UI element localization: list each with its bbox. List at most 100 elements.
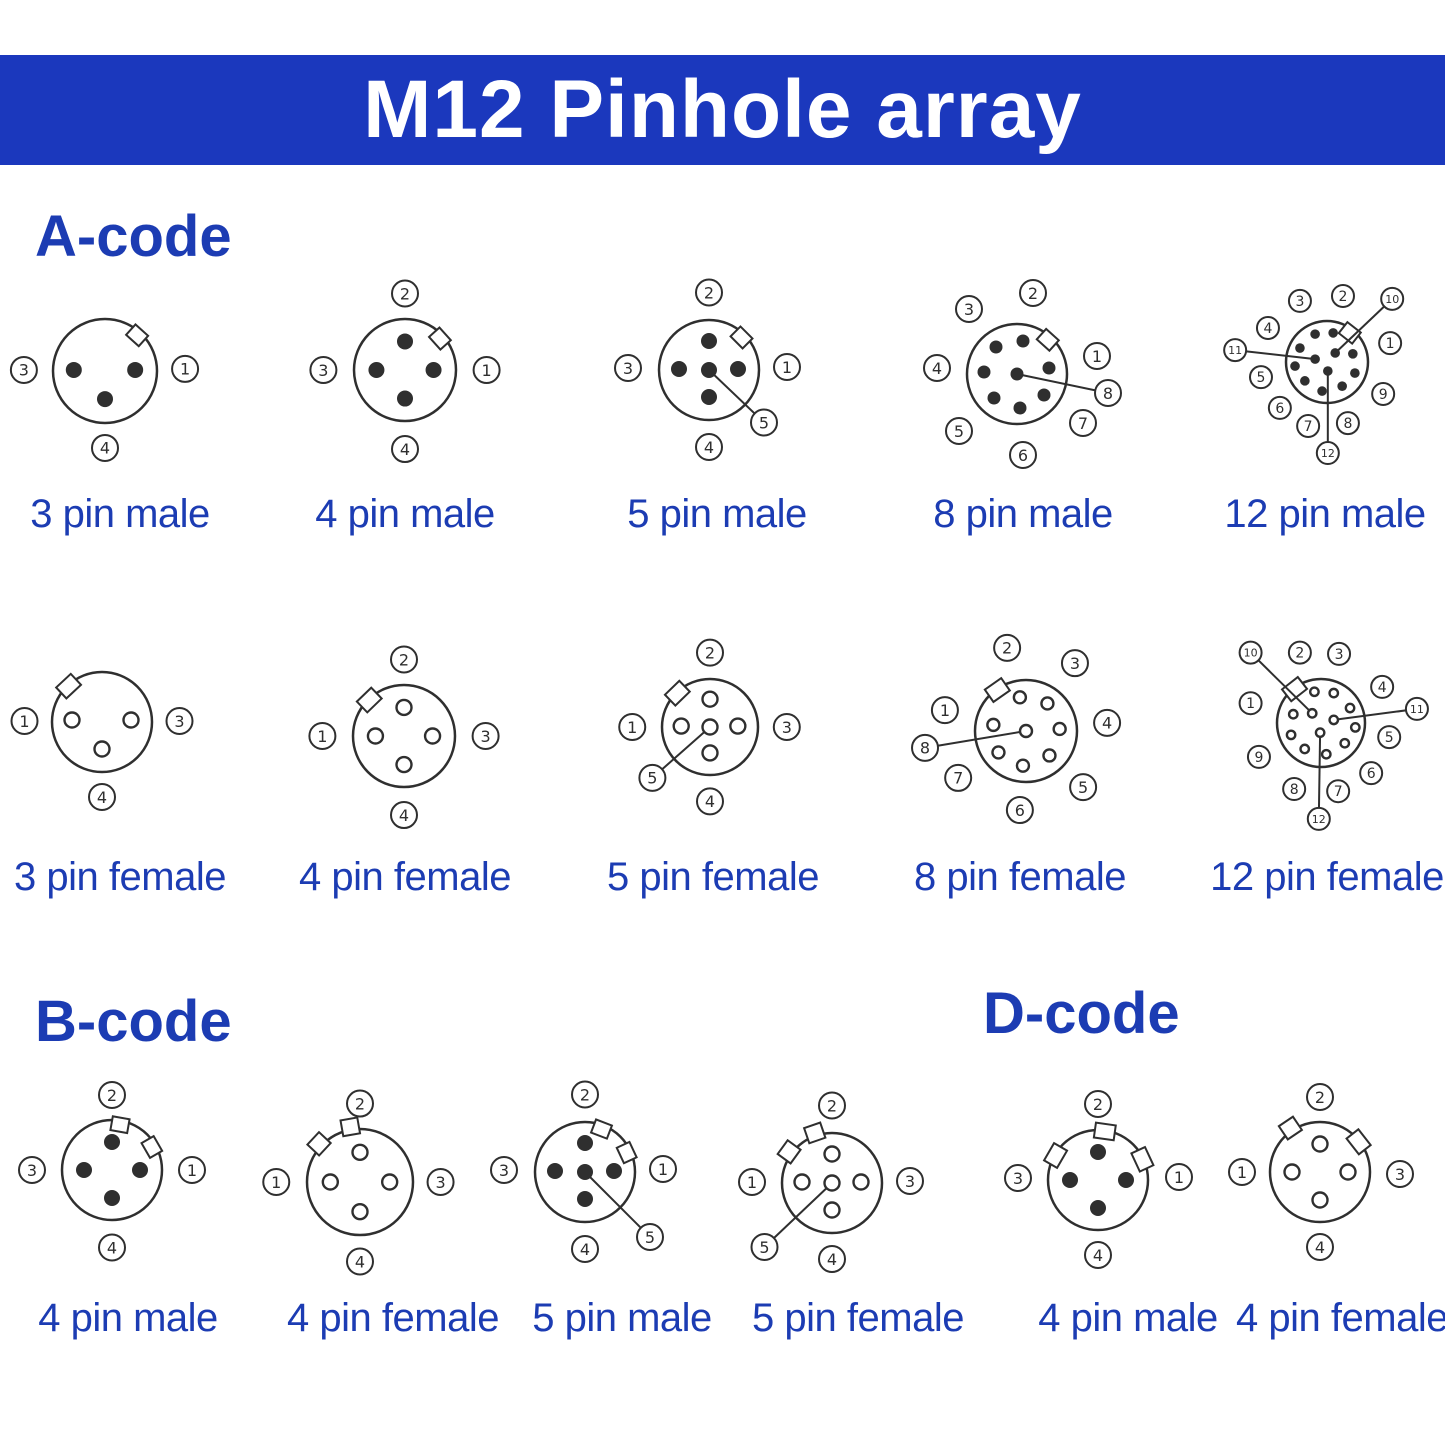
pin-number-tag: 8 — [1282, 777, 1307, 801]
pin-number-tag: 3 — [1327, 641, 1352, 666]
svg-text:12: 12 — [1312, 813, 1326, 826]
pin-hole — [1042, 748, 1057, 763]
pin-contact — [397, 390, 413, 407]
svg-text:4: 4 — [107, 1238, 117, 1257]
svg-text:7: 7 — [1078, 414, 1088, 433]
pin-number-tag: 3 — [1287, 288, 1312, 313]
pin-number-tag: 1 — [618, 713, 647, 741]
pin-number-tag: 4 — [695, 433, 723, 461]
svg-text:1: 1 — [271, 1173, 281, 1192]
pin-contact — [1295, 343, 1305, 353]
pin-leader-line — [584, 1171, 651, 1238]
keyway-notch — [1277, 1115, 1304, 1141]
pin-hole — [321, 1173, 340, 1191]
pin-number-tag: 1 — [171, 354, 200, 383]
keyway-notch — [589, 1118, 614, 1140]
svg-text:3: 3 — [435, 1173, 445, 1192]
svg-text:10: 10 — [1244, 647, 1258, 660]
svg-text:4: 4 — [400, 440, 410, 459]
pin-number-tag: 2 — [346, 1089, 374, 1118]
svg-text:5: 5 — [647, 769, 657, 788]
pin-leader-line — [1235, 349, 1316, 361]
pin-hole — [823, 1174, 841, 1192]
pin-number-tag: 8 — [1094, 379, 1122, 407]
pin-number-tag: 9 — [1371, 381, 1396, 406]
pin-hole — [93, 740, 111, 758]
keyway-notch — [802, 1121, 827, 1145]
pin-contact — [547, 1163, 563, 1179]
pin-number-tag: 2 — [98, 1081, 126, 1109]
keyway-notch — [1035, 327, 1061, 353]
pin-contact — [1118, 1172, 1134, 1188]
pin-number-tag: 3 — [1386, 1160, 1414, 1188]
pin-contact — [1090, 1200, 1106, 1216]
section-heading-d-code: D-code — [983, 981, 1180, 1046]
pin-number-tag: 4 — [818, 1245, 846, 1273]
pin-number-tag: 4 — [1370, 674, 1395, 699]
pin-contact — [730, 361, 746, 377]
pin-number-tag: 11 — [1404, 696, 1429, 721]
svg-text:5: 5 — [1385, 730, 1394, 746]
a-8-pin-male-diagram: 2 3 4 5 6 7 18 — [923, 279, 1122, 469]
pin-number-tag: 2 — [1306, 1083, 1334, 1111]
pin-hole — [1299, 743, 1311, 755]
section-heading-b-code: B-code — [35, 989, 232, 1054]
pin-leader-line — [1249, 651, 1313, 715]
pin-hole — [351, 1202, 369, 1221]
svg-text:2: 2 — [107, 1086, 117, 1105]
keyway-notch — [427, 326, 453, 351]
pin-number-tag: 6 — [1005, 796, 1034, 825]
keyway-notch — [124, 323, 150, 348]
svg-text:1: 1 — [1246, 696, 1255, 712]
a-5-pin-female-diagram: 2 1 3 4 5 — [618, 638, 801, 816]
svg-text:7: 7 — [1334, 784, 1343, 800]
pin-hole — [380, 1173, 399, 1191]
pin-contact — [1290, 361, 1300, 371]
pin-number-tag: 6 — [1009, 441, 1037, 469]
svg-text:2: 2 — [827, 1096, 837, 1115]
pin-hole — [423, 727, 442, 745]
pin-hole — [122, 711, 140, 729]
pin-hole — [63, 711, 81, 729]
svg-text:1: 1 — [19, 712, 29, 731]
svg-text:2: 2 — [580, 1085, 590, 1104]
pin-hole — [793, 1173, 811, 1191]
pin-hole — [701, 718, 719, 736]
a-8-pin-male-label: 8 pin male — [933, 492, 1113, 536]
pin-number-tag: 4 — [923, 354, 951, 382]
pin-number-tag: 5 — [750, 1233, 779, 1261]
pin-hole — [823, 1145, 841, 1163]
pin-contact — [577, 1135, 593, 1151]
page-title: M12 Pinhole array — [363, 64, 1082, 155]
svg-text:8: 8 — [1343, 416, 1352, 432]
a-5-pin-male-diagram: 2 3 1 4 5 — [614, 278, 801, 461]
pin-contact — [397, 333, 413, 350]
keyway-notch — [1345, 1127, 1373, 1156]
pin-number-tag: 1 — [930, 696, 959, 725]
svg-text:1: 1 — [1386, 336, 1395, 352]
keyway-notch — [615, 1140, 638, 1165]
pin-contact — [1062, 1172, 1078, 1188]
keyway-notch — [339, 1116, 362, 1138]
svg-text:3: 3 — [27, 1161, 37, 1180]
pin-leader-line — [1333, 707, 1418, 721]
d-4-pin-male-label: 4 pin male — [1038, 1296, 1218, 1340]
pin-leader-line — [924, 730, 1027, 749]
pin-number-tag: 1 — [1378, 331, 1403, 356]
svg-text:3: 3 — [19, 361, 29, 380]
pin-contact — [76, 1162, 92, 1178]
pin-hole — [1285, 729, 1297, 741]
svg-text:12: 12 — [1321, 447, 1335, 460]
svg-text:11: 11 — [1228, 344, 1242, 357]
pin-contact — [577, 1191, 593, 1207]
b-5-pin-male-diagram: 2 3 1 4 5 — [490, 1080, 677, 1263]
a-3-pin-female-label: 3 pin female — [14, 855, 226, 899]
pin-leader-line — [1334, 298, 1393, 354]
pin-number-tag: 9 — [1246, 744, 1271, 769]
pin-hole — [1306, 707, 1318, 719]
pin-number-tag: 1 — [773, 353, 801, 381]
a-5-pin-male-label: 5 pin male — [627, 492, 807, 536]
pin-number-tag: 7 — [1296, 413, 1321, 438]
